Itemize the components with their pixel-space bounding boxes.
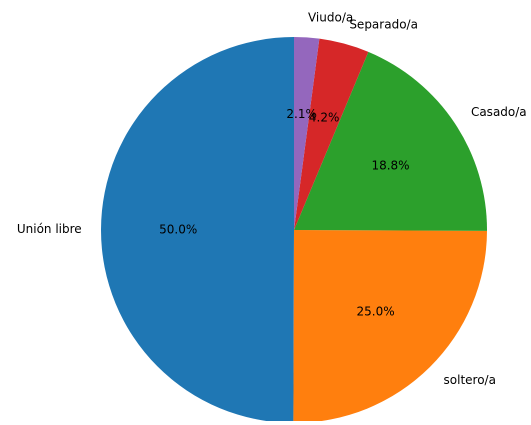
pie-slice	[294, 37, 320, 230]
slice-label: Viudo/a	[308, 11, 353, 25]
pie-slice	[294, 51, 487, 231]
value-label: 25.0%	[356, 305, 394, 319]
slice-label: Casado/a	[471, 105, 527, 119]
value-label: 4.2%	[309, 111, 340, 125]
value-label: 2.1%	[286, 107, 317, 121]
pie-slice	[294, 38, 369, 230]
value-label: 18.8%	[371, 159, 409, 173]
slice-label: Unión libre	[17, 222, 82, 236]
pie-slice	[101, 37, 294, 423]
slice-label: soltero/a	[444, 373, 496, 387]
pie-slice	[293, 230, 487, 423]
value-label: 50.0%	[159, 222, 197, 236]
slice-label: Separado/a	[349, 18, 418, 32]
